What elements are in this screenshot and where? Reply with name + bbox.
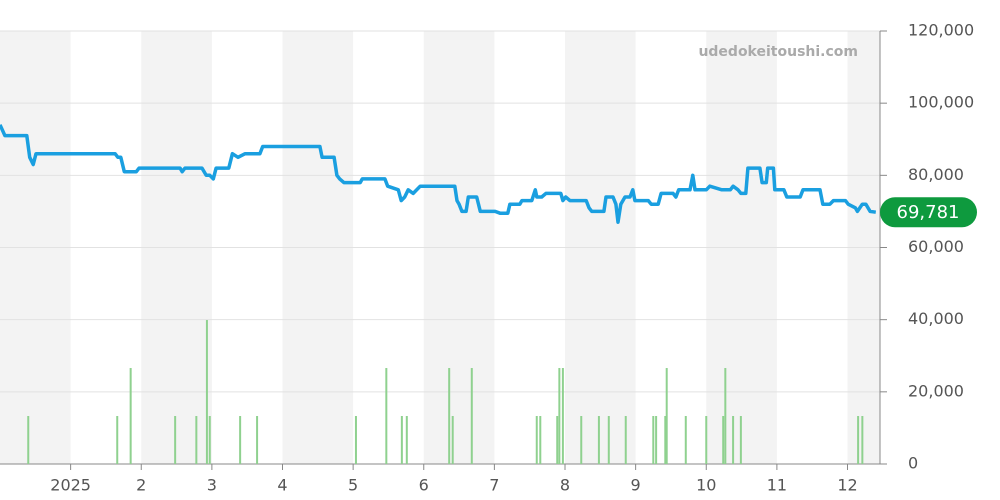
volume-bar	[385, 368, 388, 464]
volume-bar	[597, 416, 600, 464]
y-tick-label: 80,000	[908, 165, 964, 184]
price-line	[0, 124, 877, 224]
y-tick-label: 60,000	[908, 237, 964, 256]
volume-bar	[580, 416, 583, 464]
volume-bar	[665, 368, 668, 464]
volume-bar	[556, 416, 559, 464]
volume-bar	[732, 416, 735, 464]
volume-bar	[652, 416, 655, 464]
volume-bar	[27, 416, 30, 464]
watermark: udedokeitoushi.com	[698, 44, 858, 60]
volume-bar	[400, 416, 403, 464]
x-tick-label: 5	[348, 476, 358, 495]
last-price-label: 69,781	[897, 202, 960, 223]
volume-bar	[405, 416, 408, 464]
volume-bar	[451, 416, 454, 464]
volume-bar	[470, 368, 473, 464]
y-tick-label: 100,000	[908, 93, 974, 112]
volume-bar	[448, 368, 451, 464]
x-tick-label: 9	[631, 476, 641, 495]
volume-bar	[129, 368, 132, 464]
volume-bar	[684, 416, 687, 464]
volume-bar	[535, 416, 538, 464]
volume-bar	[861, 416, 864, 464]
volume-bar	[664, 416, 667, 464]
y-tick-label: 40,000	[908, 309, 964, 328]
volume-bar	[739, 416, 742, 464]
volume-bar	[558, 368, 561, 464]
x-tick-label: 11	[767, 476, 787, 495]
x-tick-label: 2025	[50, 476, 91, 495]
x-tick-label: 10	[696, 476, 716, 495]
volume-bar	[174, 416, 177, 464]
y-tick-label: 20,000	[908, 381, 964, 400]
volume-bar	[607, 416, 610, 464]
x-tick-label: 2	[136, 476, 146, 495]
x-tick-label: 7	[489, 476, 499, 495]
volume-bar	[857, 416, 860, 464]
volume-bar	[195, 416, 198, 464]
x-tick-label: 8	[560, 476, 570, 495]
x-tick-label: 4	[277, 476, 287, 495]
x-tick-label: 6	[419, 476, 429, 495]
volume-bar	[624, 416, 627, 464]
volume-bar	[539, 416, 542, 464]
volume-bar	[256, 416, 259, 464]
last-price-badge	[880, 197, 977, 228]
y-tick-label: 120,000	[908, 21, 974, 40]
x-tick-label: 12	[837, 476, 857, 495]
volume-bar	[354, 416, 357, 464]
y-tick-label: 0	[908, 454, 918, 473]
volume-bar	[116, 416, 119, 464]
volume-bar	[239, 416, 242, 464]
volume-bar	[655, 416, 658, 464]
volume-bar	[722, 416, 725, 464]
x-tick-label: 3	[207, 476, 217, 495]
volume-bar	[705, 416, 708, 464]
volume-bar	[724, 368, 727, 464]
volume-bar	[208, 416, 211, 464]
volume-bar	[561, 368, 564, 464]
volume-bar	[205, 320, 208, 464]
